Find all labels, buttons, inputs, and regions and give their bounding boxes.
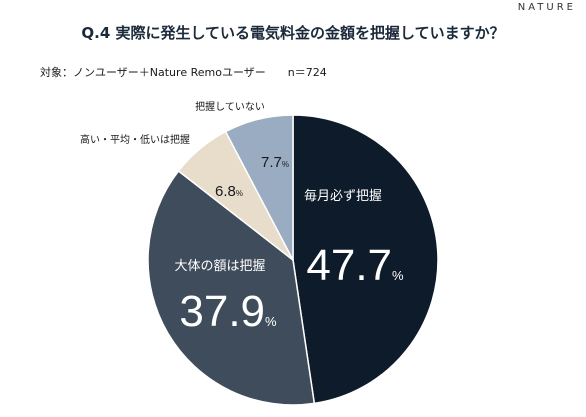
slice-value-label: 47.7%: [306, 241, 404, 290]
slice-value-label: 7.7%: [261, 154, 289, 171]
slice-category-label: 毎月必ず把握: [304, 188, 382, 204]
pie-slice: [292, 114, 439, 405]
slice-category-label: 把握していない: [195, 100, 265, 113]
chart-title: Q.4 実際に発生している電気料金の金額を把握していますか？: [81, 24, 505, 42]
slice-category-label: 高い・平均・低いは把握: [80, 133, 190, 146]
sample-size: n＝724: [287, 66, 327, 79]
pie-slice: [147, 169, 316, 406]
pie-slice: [224, 114, 294, 261]
brand-logo: NATURE: [517, 2, 576, 13]
pie-slices: [147, 114, 439, 406]
slice-value-label: 37.9%: [179, 287, 277, 336]
slice-category-label: 大体の額は把握: [174, 259, 265, 274]
subject-label: 対象：ノンユーザー＋Nature Remoユーザー: [40, 66, 266, 79]
slice-value-label: 6.8%: [215, 183, 243, 200]
pie-labels: 毎月必ず把握 47.7% 大体の額は把握 37.9% 高い・平均・低いは把握 6.8% 把握…: [80, 100, 404, 336]
subject-line: 対象：ノンユーザー＋Nature Remoユーザー n＝724: [40, 64, 327, 80]
